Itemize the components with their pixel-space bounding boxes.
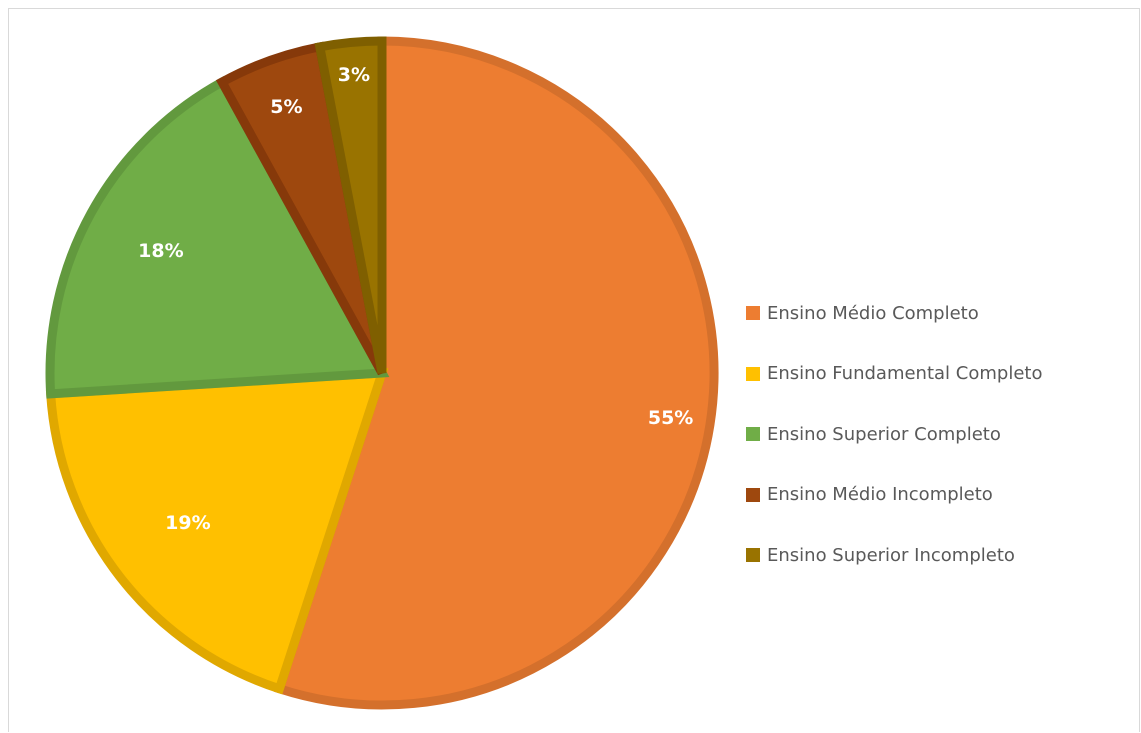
legend-swatch-2 xyxy=(746,367,760,381)
legend-swatch-1 xyxy=(746,306,760,320)
legend-item-1: Ensino Médio Completo xyxy=(746,298,1042,328)
data-label-3: 18% xyxy=(138,240,183,262)
legend-item-5: Ensino Superior Incompleto xyxy=(746,540,1042,570)
data-label-4: 5% xyxy=(270,96,302,118)
legend-item-2: Ensino Fundamental Completo xyxy=(746,359,1042,389)
legend-swatch-3 xyxy=(746,427,760,441)
legend: Ensino Médio Completo Ensino Fundamental … xyxy=(746,298,1042,601)
legend-label-5: Ensino Superior Incompleto xyxy=(767,545,1015,566)
data-label-1: 55% xyxy=(648,407,693,429)
legend-item-4: Ensino Médio Incompleto xyxy=(746,480,1042,510)
data-label-2: 19% xyxy=(165,512,210,534)
legend-label-3: Ensino Superior Completo xyxy=(767,424,1001,445)
legend-label-4: Ensino Médio Incompleto xyxy=(767,484,993,505)
legend-swatch-4 xyxy=(746,488,760,502)
legend-label-1: Ensino Médio Completo xyxy=(767,303,979,324)
legend-item-3: Ensino Superior Completo xyxy=(746,419,1042,449)
legend-swatch-5 xyxy=(746,548,760,562)
data-label-5: 3% xyxy=(338,64,370,86)
legend-label-2: Ensino Fundamental Completo xyxy=(767,363,1042,384)
